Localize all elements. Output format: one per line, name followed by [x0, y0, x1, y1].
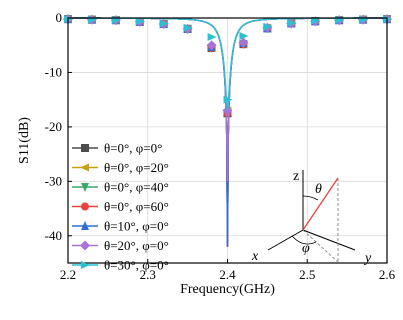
direction-vector: [302, 177, 339, 231]
x-tick-label: 2.6: [379, 267, 396, 282]
series-marker: [206, 40, 217, 51]
series-marker: [287, 18, 297, 27]
y-tick-label: -40: [45, 228, 62, 243]
legend: θ=0°, φ=0° θ=0°, φ=20° θ=0°, φ=40° θ=0°, φ=…: [72, 141, 169, 273]
series-marker: [311, 16, 321, 25]
legend-marker: [81, 221, 89, 230]
inset-x-label: x: [251, 249, 259, 264]
series-marker: [135, 17, 145, 26]
x-axis-label: Frequency(GHz): [180, 282, 275, 297]
axis-ticks: 2.2 2.3 2.4 2.5 2.6 0 -10 -20 -30 -40: [45, 10, 396, 282]
legend-item: θ=0°, φ=60°: [72, 199, 169, 214]
legend-label: θ=0°, φ=40°: [104, 180, 169, 195]
series-marker: [159, 19, 169, 28]
legend-label: θ=0°, φ=0°: [104, 141, 162, 156]
legend-item: θ=0°, φ=40°: [72, 180, 169, 195]
legend-item: θ=10°, φ=0°: [72, 219, 169, 234]
legend-label: θ=20°, φ=0°: [104, 238, 169, 253]
legend-label: θ=10°, φ=0°: [104, 219, 169, 234]
y-tick-label: -30: [45, 173, 62, 188]
y-axis-line: [302, 229, 356, 251]
series-marker: [183, 23, 193, 32]
series-marker: [263, 22, 273, 31]
x-tick-label: 2.3: [140, 267, 156, 282]
legend-marker: [80, 240, 90, 251]
y-axis-label: S11(dB): [17, 117, 32, 164]
legend-item: θ=0°, φ=20°: [72, 160, 169, 175]
projection-line: [302, 229, 339, 263]
inset-phi-label: φ: [302, 241, 310, 256]
inset-y-label: y: [363, 251, 372, 266]
series-6: [64, 15, 392, 111]
legend-marker: [81, 202, 89, 211]
legend-label: θ=0°, φ=20°: [104, 160, 169, 175]
phi-arc: [291, 235, 317, 245]
legend-item: θ=0°, φ=0°: [72, 141, 162, 156]
inset-z-label: z: [293, 169, 299, 184]
legend-label: θ=0°, φ=60°: [104, 199, 169, 214]
series-marker: [223, 95, 233, 104]
legend-item: θ=30°, φ=0°: [72, 258, 169, 273]
legend-marker: [81, 144, 89, 152]
legend-marker: [80, 163, 89, 172]
legend-marker: [81, 183, 89, 192]
x-axis-line: [267, 229, 304, 251]
x-tick-label: 2.2: [60, 267, 76, 282]
y-tick-label: -10: [45, 64, 62, 79]
legend-marker: [81, 261, 90, 269]
series-marker: [238, 37, 249, 48]
y-tick-label: 0: [56, 10, 63, 25]
theta-arc: [302, 195, 319, 201]
series-marker: [239, 31, 249, 40]
series-marker: [207, 33, 217, 42]
coordinate-inset: z x y θ φ: [251, 169, 372, 266]
inset-theta-label: θ: [315, 182, 322, 197]
x-tick-label: 2.4: [219, 267, 236, 282]
y-tick-label: -20: [45, 119, 62, 134]
legend-item: θ=20°, φ=0°: [72, 238, 169, 253]
legend-label: θ=30°, φ=0°: [104, 258, 169, 273]
x-tick-label: 2.5: [299, 267, 315, 282]
